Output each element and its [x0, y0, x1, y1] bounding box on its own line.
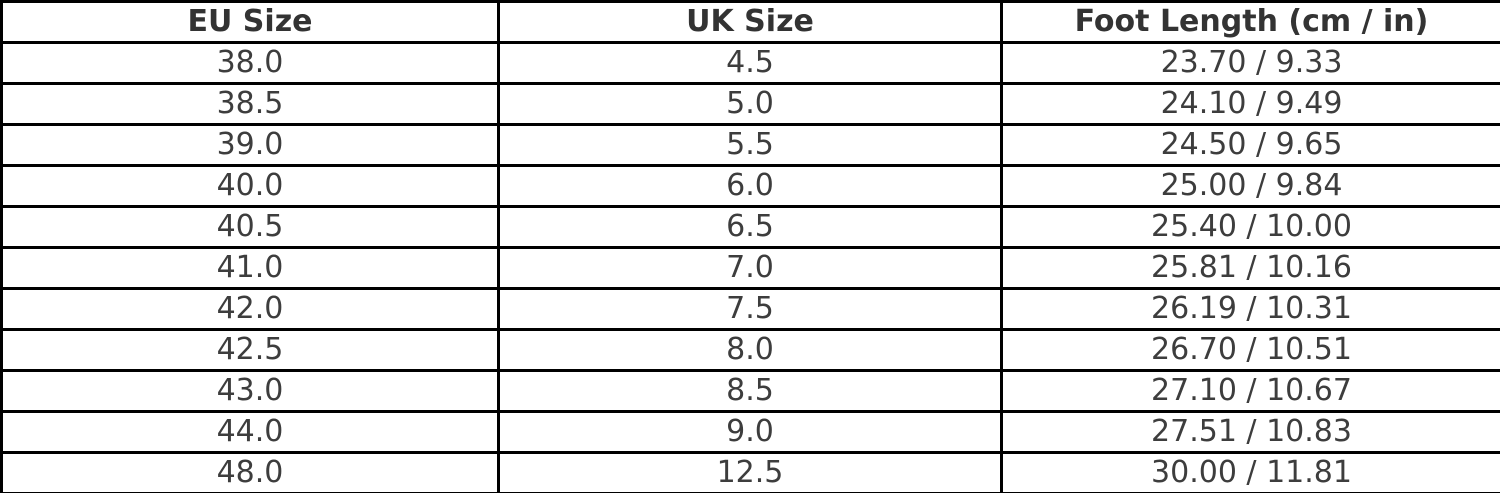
- table-cell: 40.0: [0, 164, 500, 208]
- table-row: 44.0 9.0 27.51 / 10.83: [0, 410, 1500, 454]
- table-cell: 44.0: [0, 410, 500, 454]
- table-row: 42.5 8.0 26.70 / 10.51: [0, 328, 1500, 372]
- table-row: 39.0 5.5 24.50 / 9.65: [0, 123, 1500, 167]
- table-cell: 4.5: [497, 41, 1003, 85]
- table-cell: 41.0: [0, 246, 500, 290]
- table-cell: 26.19 / 10.31: [1000, 287, 1500, 331]
- table-row: 38.5 5.0 24.10 / 9.49: [0, 82, 1500, 126]
- column-header-uk-size: UK Size: [497, 0, 1003, 44]
- table-header-row: EU Size UK Size Foot Length (cm / in): [0, 0, 1500, 44]
- table-cell: 24.50 / 9.65: [1000, 123, 1500, 167]
- table-cell: 24.10 / 9.49: [1000, 82, 1500, 126]
- table-cell: 8.0: [497, 328, 1003, 372]
- table-cell: 25.00 / 9.84: [1000, 164, 1500, 208]
- table-cell: 27.10 / 10.67: [1000, 369, 1500, 413]
- table-row: 48.0 12.5 30.00 / 11.81: [0, 451, 1500, 493]
- table-cell: 30.00 / 11.81: [1000, 451, 1500, 493]
- table-cell: 7.5: [497, 287, 1003, 331]
- table-cell: 42.0: [0, 287, 500, 331]
- table-cell: 9.0: [497, 410, 1003, 454]
- table-row: 40.0 6.0 25.00 / 9.84: [0, 164, 1500, 208]
- table-cell: 38.0: [0, 41, 500, 85]
- table-cell: 26.70 / 10.51: [1000, 328, 1500, 372]
- table-body: 38.0 4.5 23.70 / 9.33 38.5 5.0 24.10 / 9.49 39…: [0, 41, 1500, 493]
- table-cell: 38.5: [0, 82, 500, 126]
- table-cell: 40.5: [0, 205, 500, 249]
- table-cell: 48.0: [0, 451, 500, 493]
- table-cell: 25.40 / 10.00: [1000, 205, 1500, 249]
- table-cell: 8.5: [497, 369, 1003, 413]
- table-cell: 5.5: [497, 123, 1003, 167]
- table-cell: 25.81 / 10.16: [1000, 246, 1500, 290]
- table-row: 42.0 7.5 26.19 / 10.31: [0, 287, 1500, 331]
- table-cell: 23.70 / 9.33: [1000, 41, 1500, 85]
- table-cell: 6.5: [497, 205, 1003, 249]
- table-cell: 6.0: [497, 164, 1003, 208]
- table-cell: 27.51 / 10.83: [1000, 410, 1500, 454]
- table-cell: 5.0: [497, 82, 1003, 126]
- column-header-foot-length: Foot Length (cm / in): [1000, 0, 1500, 44]
- table-cell: 42.5: [0, 328, 500, 372]
- table-row: 38.0 4.5 23.70 / 9.33: [0, 41, 1500, 85]
- table-cell: 12.5: [497, 451, 1003, 493]
- table-row: 40.5 6.5 25.40 / 10.00: [0, 205, 1500, 249]
- table-row: 41.0 7.0 25.81 / 10.16: [0, 246, 1500, 290]
- table-cell: 39.0: [0, 123, 500, 167]
- table-row: 43.0 8.5 27.10 / 10.67: [0, 369, 1500, 413]
- table-cell: 43.0: [0, 369, 500, 413]
- column-header-eu-size: EU Size: [0, 0, 500, 44]
- table-cell: 7.0: [497, 246, 1003, 290]
